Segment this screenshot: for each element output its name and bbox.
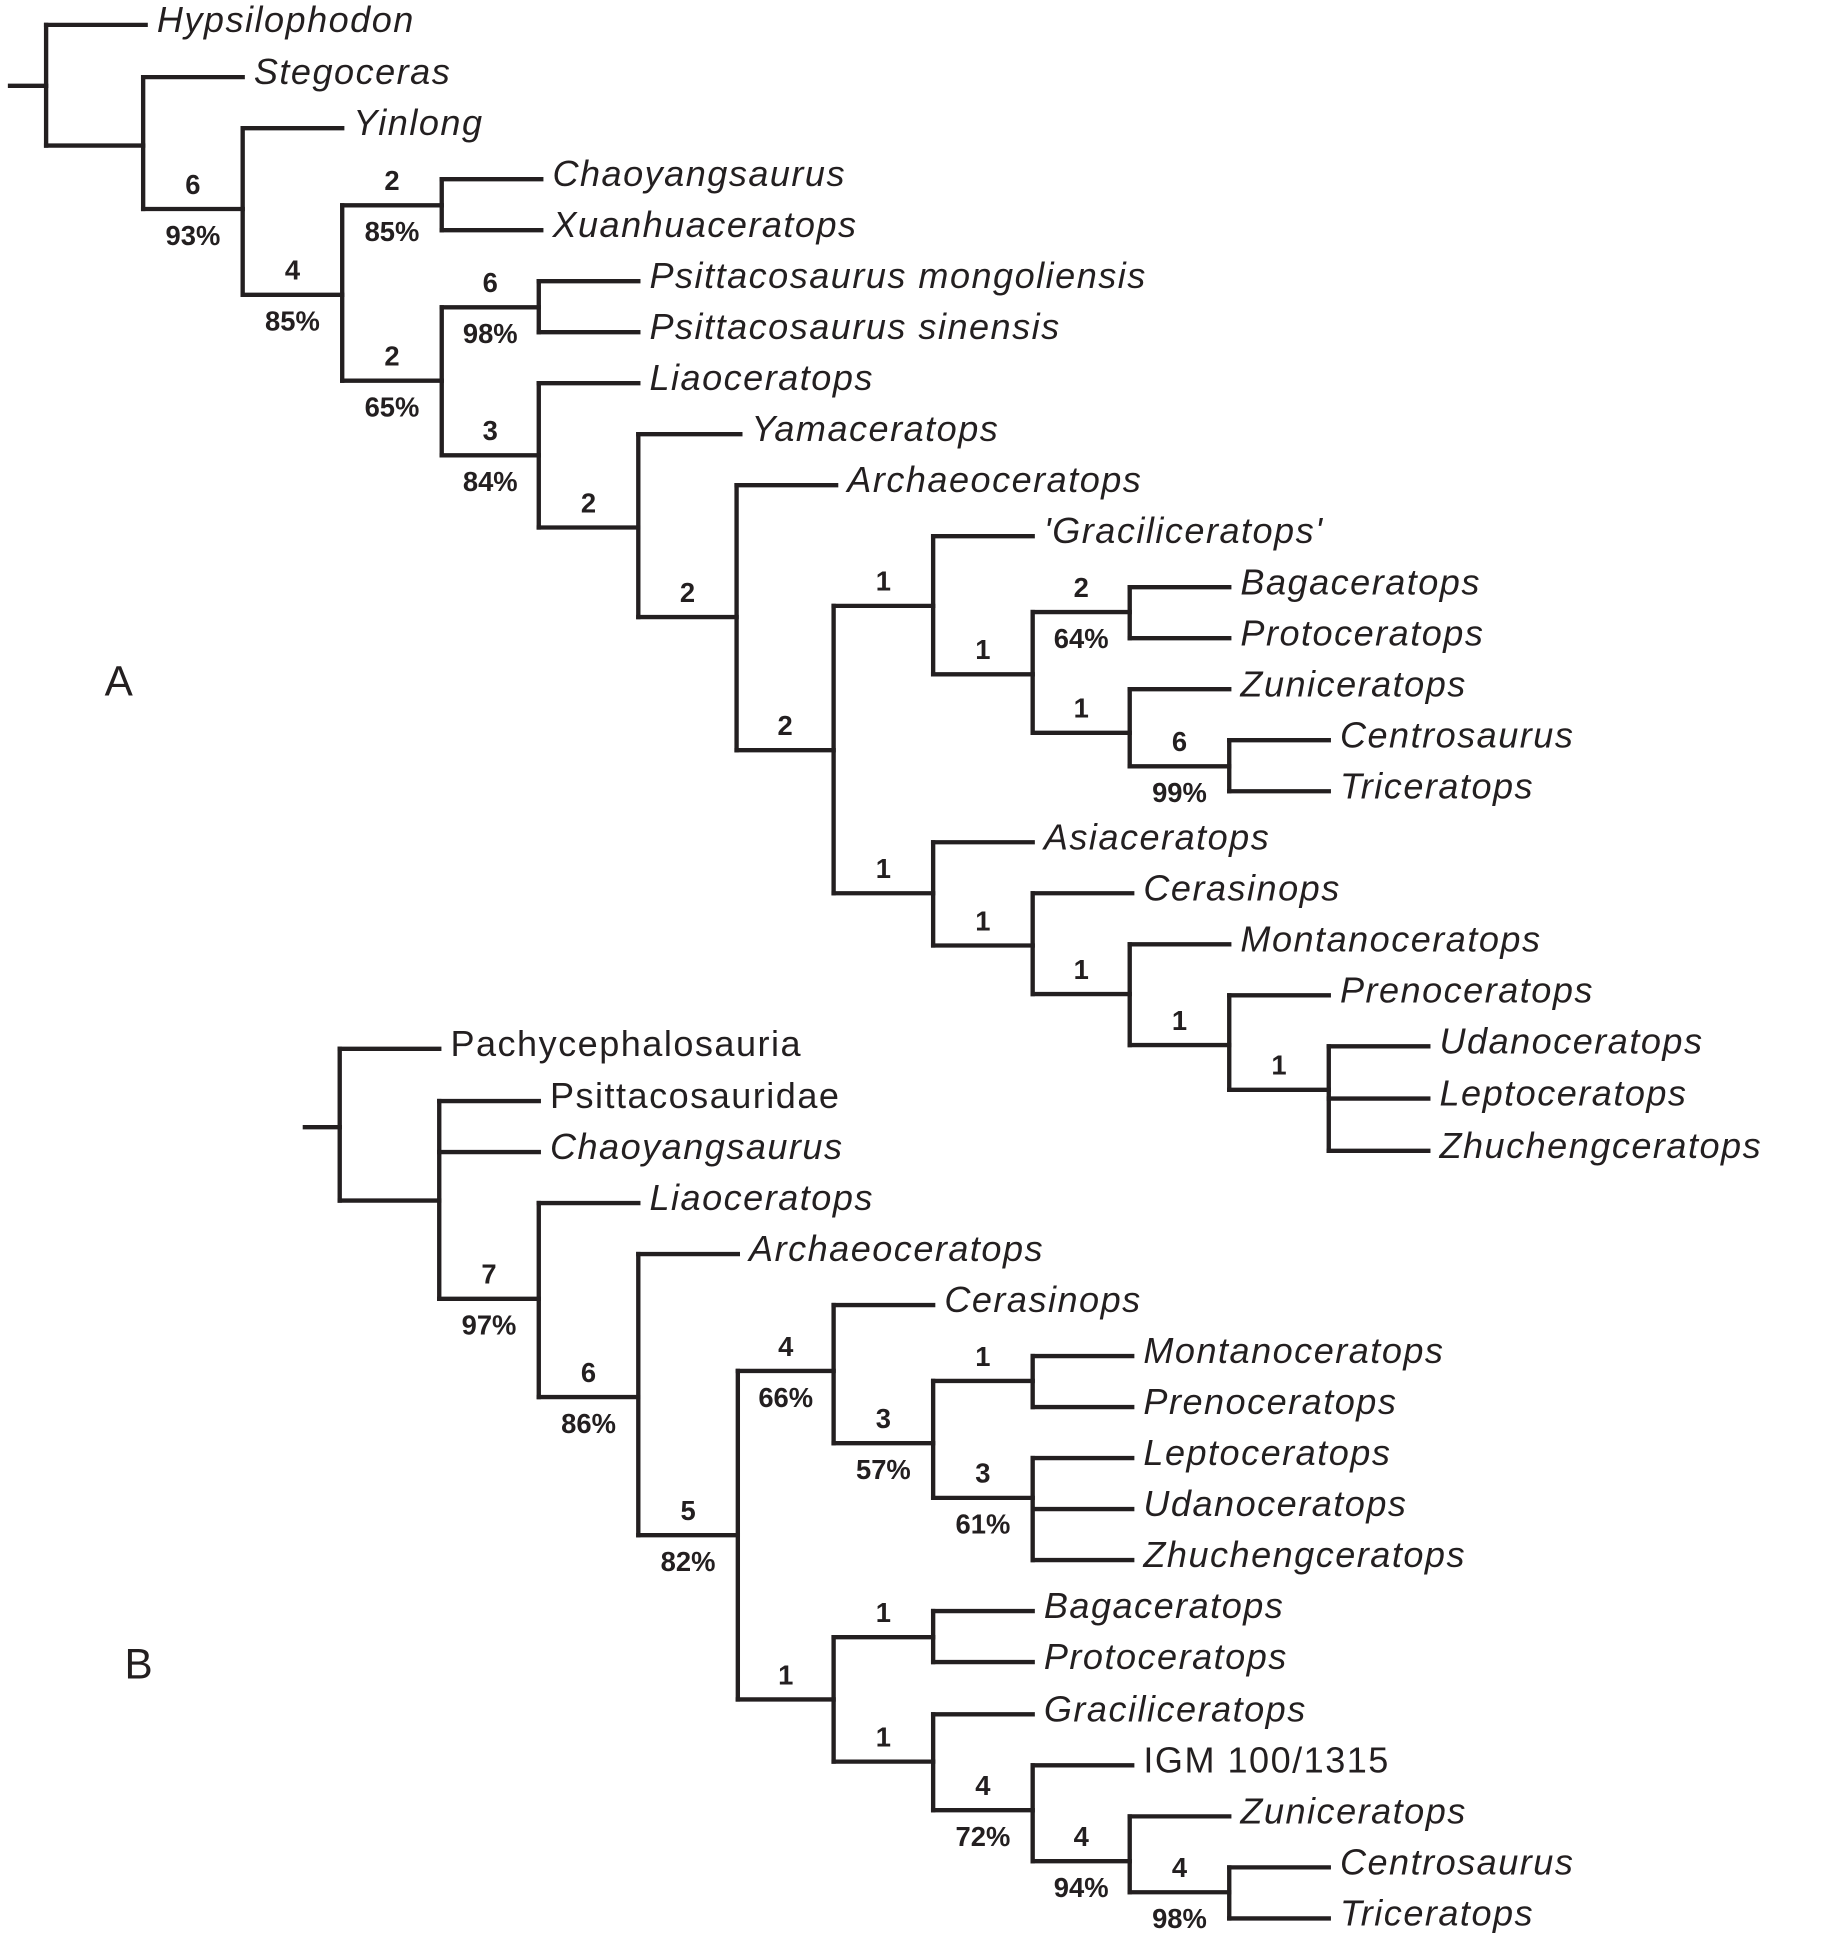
bremer-support: 4: [975, 1770, 991, 1801]
bremer-support: 1: [876, 566, 891, 597]
taxon-label: Prenoceratops: [1143, 1381, 1397, 1422]
bremer-support: 1: [975, 634, 990, 665]
taxon-label: Triceratops: [1340, 765, 1534, 806]
bootstrap-value: 94%: [1054, 1872, 1109, 1903]
bremer-support: 4: [1172, 1852, 1188, 1883]
taxon-label: Zuniceratops: [1239, 1790, 1466, 1831]
bootstrap-value: 66%: [758, 1382, 813, 1413]
bremer-support: 1: [876, 1721, 891, 1752]
taxon-label: Bagaceratops: [1240, 561, 1480, 602]
bremer-support: 1: [876, 1597, 891, 1628]
taxon-label: Yamaceratops: [752, 408, 1000, 449]
taxon-label: Zuniceratops: [1239, 663, 1466, 704]
bootstrap-value: 99%: [1152, 777, 1207, 808]
bremer-support: 2: [384, 341, 399, 372]
bootstrap-value: 98%: [1152, 1903, 1207, 1934]
bremer-support: 1: [1074, 954, 1089, 985]
taxon-label: Udanoceratops: [1143, 1483, 1407, 1524]
bootstrap-value: 57%: [856, 1454, 911, 1485]
taxon-label: Psittacosaurus mongoliensis: [649, 255, 1146, 296]
taxon-label: Asiaceratops: [1042, 816, 1270, 857]
bremer-support: 1: [778, 1659, 793, 1690]
taxon-label: IGM 100/1315: [1143, 1739, 1389, 1780]
bremer-support: 3: [483, 415, 498, 446]
taxon-label: Zhuchengceratops: [1438, 1125, 1762, 1166]
bootstrap-value: 86%: [561, 1408, 616, 1439]
bremer-support: 6: [1172, 726, 1187, 757]
bremer-support: 2: [777, 710, 792, 741]
bremer-support: 4: [1074, 1821, 1090, 1852]
bremer-support: 6: [581, 1357, 596, 1388]
bremer-support: 7: [481, 1259, 496, 1290]
bootstrap-value: 93%: [166, 220, 221, 251]
taxon-label: Centrosaurus: [1340, 1841, 1574, 1882]
taxon-label: Udanoceratops: [1439, 1020, 1703, 1061]
taxon-label: Leptoceratops: [1439, 1073, 1687, 1114]
taxon-label: 'Graciliceratops': [1044, 510, 1324, 551]
bootstrap-value: 85%: [365, 216, 420, 247]
taxon-label: Protoceratops: [1044, 1636, 1288, 1677]
bremer-support: 6: [483, 267, 498, 298]
taxon-label: Archaeoceratops: [845, 459, 1142, 500]
bremer-support: 1: [1074, 693, 1089, 724]
bootstrap-value: 61%: [956, 1509, 1011, 1540]
taxon-label: Yinlong: [353, 102, 483, 143]
bootstrap-value: 65%: [365, 392, 420, 423]
bremer-support: 1: [975, 1341, 990, 1372]
bremer-support: 1: [1271, 1050, 1286, 1081]
bremer-support: 3: [975, 1458, 990, 1489]
panel-label: A: [105, 657, 134, 704]
bremer-support: 1: [1172, 1005, 1187, 1036]
taxon-label: Psittacosauridae: [550, 1075, 841, 1116]
taxon-label: Prenoceratops: [1340, 969, 1594, 1010]
taxon-label: Archaeoceratops: [747, 1228, 1044, 1269]
bootstrap-value: 85%: [265, 306, 320, 337]
taxon-label: Zhuchengceratops: [1142, 1534, 1466, 1575]
bremer-support: 4: [285, 255, 301, 286]
taxon-label: Bagaceratops: [1044, 1585, 1284, 1626]
taxon-label: Cerasinops: [1143, 867, 1340, 908]
bremer-support: 4: [778, 1331, 794, 1362]
bootstrap-value: 97%: [462, 1310, 517, 1341]
bremer-support: 2: [680, 577, 695, 608]
bremer-support: 5: [680, 1495, 695, 1526]
taxon-label: Graciliceratops: [1044, 1688, 1307, 1729]
taxon-label: Xuanhuaceratops: [551, 204, 857, 245]
taxon-label: Leptoceratops: [1143, 1432, 1391, 1473]
bootstrap-value: 98%: [463, 318, 518, 349]
taxon-label: Hypsilophodon: [157, 0, 415, 40]
bootstrap-value: 72%: [956, 1821, 1011, 1852]
taxon-label: Triceratops: [1340, 1892, 1534, 1933]
taxon-label: Centrosaurus: [1340, 714, 1574, 755]
bremer-support: 2: [1074, 572, 1089, 603]
taxon-label: Cerasinops: [944, 1279, 1141, 1320]
taxon-label: Psittacosaurus sinensis: [649, 306, 1060, 347]
bremer-support: 6: [185, 169, 200, 200]
bootstrap-value: 82%: [661, 1546, 716, 1577]
taxon-label: Montanoceratops: [1240, 918, 1541, 959]
panel-label: B: [124, 1640, 152, 1687]
taxon-label: Montanoceratops: [1143, 1330, 1444, 1371]
bremer-support: 1: [975, 905, 990, 936]
bootstrap-value: 84%: [463, 466, 518, 497]
bremer-support: 2: [581, 487, 596, 518]
taxon-label: Chaoyangsaurus: [550, 1126, 844, 1167]
taxon-label: Chaoyangsaurus: [552, 153, 846, 194]
taxon-label: Stegoceras: [254, 51, 451, 92]
bremer-support: 2: [384, 165, 399, 196]
bremer-support: 1: [876, 853, 891, 884]
taxon-label: Pachycephalosauria: [450, 1023, 802, 1064]
bremer-support: 3: [876, 1403, 891, 1434]
taxon-label: Liaoceratops: [649, 357, 873, 398]
bootstrap-value: 64%: [1054, 623, 1109, 654]
taxon-label: Liaoceratops: [649, 1177, 873, 1218]
taxon-label: Protoceratops: [1240, 612, 1484, 653]
